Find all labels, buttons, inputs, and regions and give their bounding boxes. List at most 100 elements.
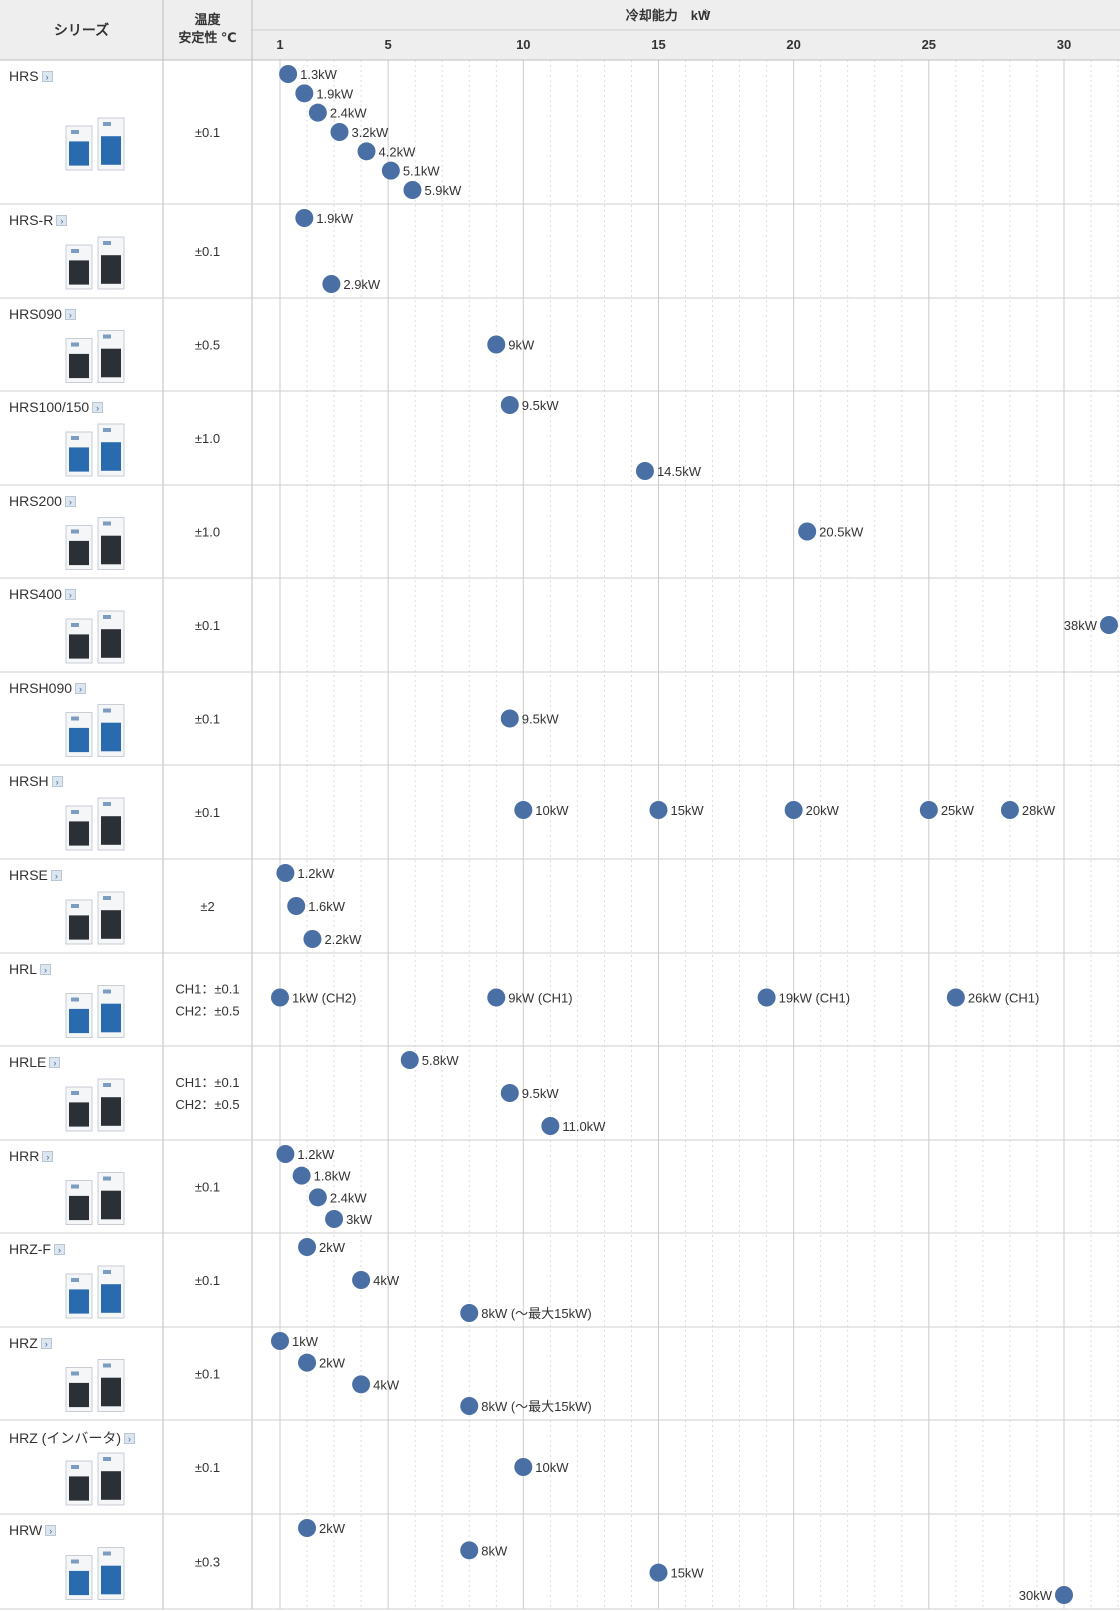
chevron-right-icon[interactable]: › [75, 682, 87, 694]
stability-cell: CH1：±0.1 CH2：±0.5 [175, 1075, 239, 1112]
chiller-display [71, 1184, 79, 1189]
chiller-display [71, 1278, 79, 1282]
series-name: HRS100/150 [9, 399, 90, 415]
stability-value: ±0.1 [195, 244, 220, 259]
data-point [352, 1271, 371, 1289]
stability-cell: ±0.1 [195, 712, 220, 727]
chevron-right-icon[interactable]: › [40, 963, 52, 975]
data-point [757, 988, 776, 1007]
chart-row: ±0.1 1.2kW 1.8kW 2.4kW 3kW [0, 1145, 1120, 1234]
chart-row: CH1：±0.1 CH2：±0.5 1kW (CH2) 9kW (CH1) 19kW (… [0, 982, 1120, 1047]
chiller-unit-icon [65, 330, 125, 383]
data-label: 4kW [373, 1377, 400, 1392]
data-label: 19kW (CH1) [779, 991, 851, 1006]
header-stability-label-2: 安定性 ℃ [178, 30, 236, 45]
chiller-panel [69, 634, 89, 659]
chiller-unit-icon [65, 236, 125, 290]
body-background [0, 60, 1120, 1611]
gridlines [279, 60, 1119, 1609]
chevron-right-icon[interactable]: › [64, 495, 76, 507]
chevron-right-icon[interactable]: › [42, 1150, 54, 1162]
chiller-display [71, 1559, 79, 1564]
stability-value: ±0.5 [195, 338, 220, 353]
chevron-right-icon[interactable]: › [54, 1243, 65, 1255]
series-link[interactable]: HRSH090 › [9, 680, 87, 696]
data-label: 2.4kW [330, 1190, 368, 1205]
data-point [303, 930, 322, 948]
chevron-right-icon[interactable]: › [51, 775, 63, 787]
data-label: 1.2kW [297, 866, 335, 881]
data-point [500, 1084, 519, 1102]
chart-row: ±0.1 10kW 15kW 20kW 25kW 28kW [0, 797, 1120, 860]
series-link[interactable]: HRR › [9, 1148, 54, 1164]
data-label: 10kW [535, 1460, 569, 1475]
chiller-panel [69, 1570, 89, 1596]
series-link[interactable]: HRSE › [9, 867, 62, 883]
series-link[interactable]: HRLE › [9, 1054, 61, 1070]
chevron-right-icon[interactable]: › [50, 869, 62, 881]
stability-cell: ±0.5 [195, 338, 220, 353]
series-link[interactable]: HRZ (インバータ) › [9, 1428, 135, 1448]
data-label: 1.8kW [314, 1169, 352, 1184]
series-link[interactable]: HRL › [9, 961, 52, 977]
chevron-right-icon[interactable]: › [92, 401, 104, 413]
data-point [460, 1397, 479, 1415]
series-link[interactable]: HRS400 › [9, 586, 76, 602]
chevron-right-icon[interactable]: › [56, 214, 68, 226]
data-point [308, 103, 327, 122]
data-label: 2.4kW [330, 106, 368, 121]
chiller-display [71, 436, 79, 440]
data-label: 1.2kW [297, 1147, 335, 1162]
chevron-right-icon[interactable]: › [64, 308, 76, 320]
chiller-panel [101, 1003, 121, 1033]
series-name: HRS [9, 68, 39, 84]
series-link[interactable]: HRS200 › [9, 493, 76, 509]
chiller-panel [101, 1097, 121, 1126]
chevron-right-icon[interactable]: › [124, 1432, 135, 1444]
chart-row: ±0.1 2kW 4kW 8kW (〜最大15kW) [0, 1238, 1120, 1328]
chevron-right-icon[interactable]: › [45, 1524, 57, 1536]
series-link[interactable]: HRS090 › [9, 306, 76, 322]
series-link[interactable]: HRZ › [9, 1335, 52, 1351]
stability-cell: ±0.1 [195, 805, 220, 820]
series-link[interactable]: HRZ-F › [9, 1241, 65, 1257]
chiller-display [103, 1551, 111, 1556]
stability-value: ±0.1 [195, 1273, 220, 1288]
stability-cell: ±2 [200, 899, 214, 914]
series-link[interactable]: HRS100/150 › [9, 399, 104, 415]
chart-row: ±0.1 9.5kW [0, 704, 1120, 766]
data-label: 8kW (〜最大15kW) [481, 1306, 592, 1321]
data-point [514, 1458, 533, 1476]
chiller-panel [69, 1382, 89, 1408]
chiller-display [103, 521, 111, 526]
chiller-panel [101, 910, 121, 939]
chiller-display [71, 249, 79, 253]
chevron-right-icon[interactable]: › [40, 1337, 52, 1349]
x-tick-label: 20 [786, 37, 800, 52]
series-name: HRZ-F [9, 1241, 51, 1257]
data-label: 4.2kW [379, 144, 417, 159]
series-link[interactable]: HRW › [9, 1522, 57, 1538]
chevron-right-icon[interactable]: › [64, 588, 76, 600]
data-label: 1kW [292, 1334, 319, 1349]
series-link[interactable]: HRS-R › [9, 212, 68, 228]
chevron-right-icon[interactable]: › [41, 70, 53, 82]
series-link[interactable]: HRS › [9, 68, 53, 84]
chiller-panel [69, 1008, 89, 1034]
stability-cell: ±0.3 [195, 1555, 220, 1570]
data-label: 9kW [508, 338, 535, 353]
chiller-display [103, 1176, 111, 1181]
data-label: 2.2kW [324, 932, 362, 947]
chiller-unit-icon [65, 1547, 125, 1600]
stability-cell: ±0.1 [195, 1367, 220, 1382]
chevron-right-icon[interactable]: › [49, 1056, 61, 1068]
stability-value: CH2：±0.5 [175, 1097, 239, 1112]
data-label: 2kW [319, 1240, 346, 1255]
chiller-unit-icon [65, 1078, 125, 1132]
series-link[interactable]: HRSH › [9, 773, 63, 789]
stability-cell: ±0.1 [195, 1273, 220, 1288]
x-tick-label: 30 [1057, 37, 1071, 52]
data-point [403, 181, 422, 199]
data-point [298, 1238, 317, 1256]
data-point [487, 988, 506, 1007]
